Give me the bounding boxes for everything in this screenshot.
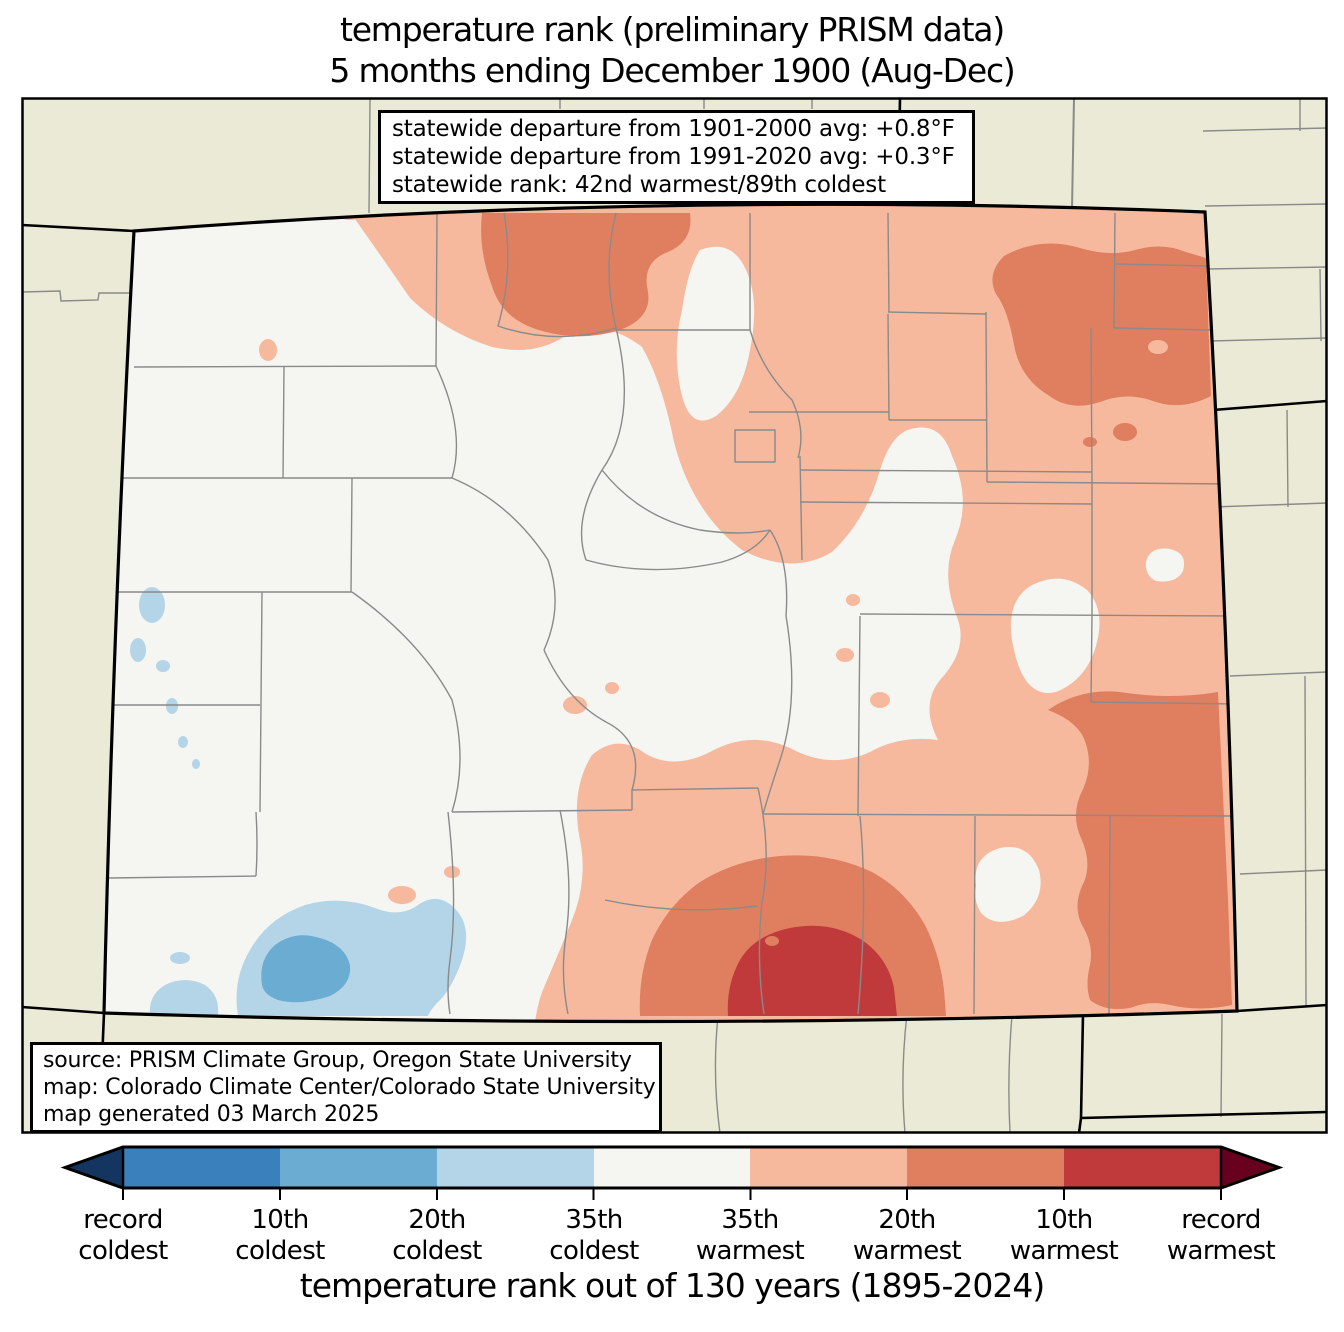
colorado-county-lines xyxy=(108,212,1237,1015)
map-credit-line: map: Colorado Climate Center/Colorado St… xyxy=(43,1075,656,1100)
warm35-patches xyxy=(259,208,928,904)
legend-label-10th-warmest: 10th warmest xyxy=(1009,1205,1119,1266)
legend-seg-10th-coldest xyxy=(123,1147,280,1188)
legend-seg-10th-warmest xyxy=(1064,1147,1221,1188)
stats-line-departure-1991-2020: statewide departure from 1991-2020 avg: … xyxy=(392,144,955,170)
map-title-line1: temperature rank (preliminary PRISM data… xyxy=(339,10,1005,49)
legend-arrow-joints xyxy=(121,1147,1223,1188)
legend-label-20th-coldest: 20th coldest xyxy=(392,1205,482,1266)
legend-ticks xyxy=(122,1188,1222,1200)
map-generated-line: map generated 03 March 2025 xyxy=(43,1102,380,1127)
legend-label-record-coldest: record coldest xyxy=(78,1205,168,1266)
legend-arrow-record-warmest xyxy=(1221,1147,1279,1188)
legend-colorbar xyxy=(60,1145,1284,1200)
legend-label-record-warmest: record warmest xyxy=(1166,1205,1276,1266)
legend-arrow-record-coldest xyxy=(65,1147,123,1188)
warm35-notches-on-warm20 xyxy=(1054,218,1168,354)
legend-seg-neutral xyxy=(594,1147,750,1188)
legend-seg-20th-coldest xyxy=(280,1147,437,1188)
warm20-dot-in-red xyxy=(765,936,779,946)
neighbor-county-lines xyxy=(21,97,1328,1134)
map-title-line2: 5 months ending December 1900 (Aug-Dec) xyxy=(329,51,1015,90)
neutral-rank-region xyxy=(104,204,1185,1022)
stats-line-departure-1901-2000: statewide departure from 1901-2000 avg: … xyxy=(392,116,955,142)
legend-label-10th-coldest: 10th coldest xyxy=(235,1205,325,1266)
legend-label-35th-coldest: 35th coldest xyxy=(549,1205,639,1266)
legend-seg-20th-warmest xyxy=(907,1147,1064,1188)
legend-label-20th-warmest: 20th warmest xyxy=(852,1205,962,1266)
stats-line-rank: statewide rank: 42nd warmest/89th coldes… xyxy=(392,172,886,198)
colorado-state-border xyxy=(102,202,1239,1024)
map-frame xyxy=(21,97,1328,1134)
cold20-patch-southwest xyxy=(261,935,351,1003)
legend-seg-35th-coldest xyxy=(437,1147,594,1188)
statewide-stats-box: statewide departure from 1901-2000 avg: … xyxy=(378,110,975,204)
source-attribution-box: source: PRISM Climate Group, Oregon Stat… xyxy=(30,1042,662,1133)
warm10-patch-south xyxy=(727,925,897,1016)
legend-label-35th-warmest: 35th warmest xyxy=(695,1205,805,1266)
legend-caption: temperature rank out of 130 years (1895-… xyxy=(299,1266,1045,1305)
source-line: source: PRISM Climate Group, Oregon Stat… xyxy=(43,1048,632,1073)
legend-seg-35th-warmest xyxy=(750,1147,907,1188)
